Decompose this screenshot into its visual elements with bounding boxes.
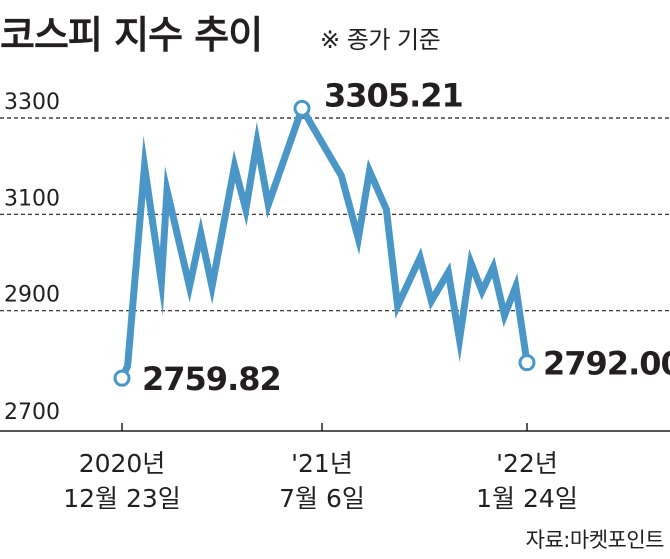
data-point-13 bbox=[328, 154, 333, 159]
data-point-10 bbox=[255, 140, 259, 145]
source-label: 자료:마켓포인트 bbox=[525, 528, 665, 552]
data-point-15 bbox=[356, 236, 361, 241]
marker-peak bbox=[293, 99, 311, 117]
x-tick-year-0: 2020년 bbox=[79, 449, 166, 478]
data-point-27 bbox=[513, 284, 518, 289]
marker-end bbox=[518, 354, 536, 372]
x-tick-date-0: 12월 23일 bbox=[63, 484, 181, 513]
y-tick-label-3300: 3300 bbox=[4, 90, 60, 115]
data-point-26 bbox=[502, 313, 507, 318]
y-tick-label-2900: 2900 bbox=[4, 283, 60, 308]
data-point-2 bbox=[142, 164, 147, 169]
x-tick-date-1: 7월 6일 bbox=[279, 484, 365, 513]
data-point-23 bbox=[468, 260, 473, 265]
data-point-1 bbox=[125, 364, 130, 369]
data-point-4 bbox=[165, 188, 169, 193]
data-point-22 bbox=[457, 337, 462, 342]
data-label-end: 2792.00 bbox=[543, 345, 670, 383]
data-point-18 bbox=[395, 303, 400, 308]
data-point-25 bbox=[491, 265, 496, 270]
data-point-17 bbox=[384, 207, 389, 212]
x-tick-year-2: '22년 bbox=[496, 449, 558, 478]
data-point-5 bbox=[187, 284, 192, 289]
marker-start bbox=[113, 369, 131, 387]
data-point-14 bbox=[339, 173, 344, 178]
data-point-11 bbox=[266, 202, 271, 207]
y-tick-label-2700: 2700 bbox=[4, 400, 60, 425]
x-tick-year-1: '21년 bbox=[291, 449, 353, 478]
chart-title: 코스피 지수 추이 bbox=[0, 13, 263, 57]
data-point-7 bbox=[210, 284, 214, 289]
data-point-24 bbox=[480, 289, 484, 294]
data-label-start: 2759.82 bbox=[142, 360, 281, 398]
data-point-20 bbox=[429, 299, 434, 304]
data-point-3 bbox=[159, 279, 164, 284]
data-point-9 bbox=[243, 207, 248, 212]
data-point-21 bbox=[446, 270, 451, 275]
y-tick-label-3100: 3100 bbox=[4, 186, 60, 211]
data-point-19 bbox=[418, 255, 423, 260]
x-tick-date-2: 1월 24일 bbox=[476, 484, 578, 513]
data-point-6 bbox=[198, 231, 203, 236]
data-point-8 bbox=[232, 164, 237, 169]
data-point-16 bbox=[367, 168, 372, 173]
chart-note: ※ 종가 기준 bbox=[320, 26, 441, 54]
data-label-peak: 3305.21 bbox=[324, 76, 463, 114]
series-line bbox=[118, 100, 531, 380]
